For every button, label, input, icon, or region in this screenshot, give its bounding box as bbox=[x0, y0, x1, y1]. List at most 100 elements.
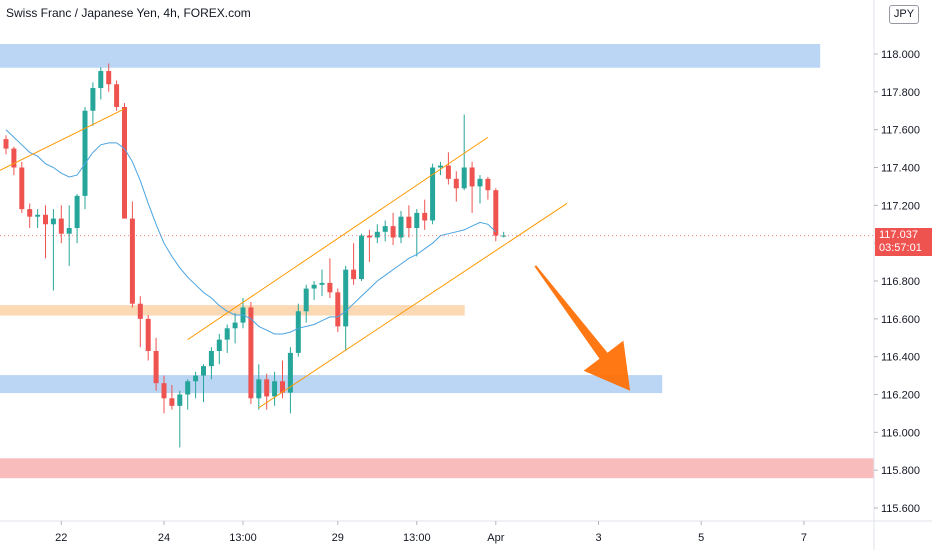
candle bbox=[398, 211, 404, 244]
candle bbox=[264, 373, 270, 410]
time-tick-label: 13:00 bbox=[403, 532, 431, 544]
time-tick-label: 13:00 bbox=[229, 532, 257, 544]
candle bbox=[114, 80, 120, 111]
time-axis[interactable]: 22 24 13:00 29 13:00 Apr 3 5 7 bbox=[55, 521, 807, 544]
candle-body bbox=[58, 218, 64, 234]
candle bbox=[169, 385, 175, 410]
trendline bbox=[0, 108, 125, 171]
candle-body bbox=[224, 328, 230, 340]
candle-body bbox=[216, 339, 222, 351]
candle-body bbox=[50, 218, 56, 225]
candle-body bbox=[295, 311, 301, 353]
price-tick-label: 116.200 bbox=[881, 390, 920, 402]
candle-body bbox=[406, 216, 412, 229]
candle bbox=[311, 281, 317, 300]
candle-body bbox=[398, 216, 404, 238]
candle-body bbox=[359, 235, 364, 280]
candle bbox=[50, 209, 56, 291]
candle-body bbox=[129, 218, 135, 304]
candle-body bbox=[66, 228, 72, 234]
candle bbox=[256, 364, 262, 410]
candle bbox=[43, 205, 48, 259]
currency-button[interactable]: JPY bbox=[889, 5, 919, 24]
candle bbox=[501, 231, 507, 238]
price-tick-label: 117.600 bbox=[881, 125, 920, 137]
last-price-value: 117.037 bbox=[879, 229, 918, 241]
candle-body bbox=[485, 178, 491, 191]
zone-blue bbox=[0, 375, 663, 394]
candle-body bbox=[303, 288, 309, 312]
candle-body bbox=[343, 269, 349, 327]
candle bbox=[90, 82, 96, 126]
candle-body bbox=[201, 366, 206, 376]
last-price-label: 117.037 03:57:01 bbox=[875, 228, 932, 256]
price-tick-label: 116.000 bbox=[881, 427, 920, 439]
price-tick-label: 117.400 bbox=[881, 163, 920, 175]
candle-body bbox=[106, 71, 112, 85]
candle bbox=[303, 284, 309, 323]
candle bbox=[224, 324, 230, 353]
candle-body bbox=[422, 212, 428, 221]
candle bbox=[287, 347, 293, 414]
candle bbox=[422, 199, 428, 230]
candle bbox=[208, 347, 214, 380]
candle bbox=[145, 315, 151, 361]
candle-body bbox=[169, 398, 175, 406]
bar-countdown: 03:57:01 bbox=[879, 242, 922, 254]
time-tick-label: 22 bbox=[55, 532, 67, 544]
price-tick-label: 118.000 bbox=[881, 49, 920, 61]
candle-body bbox=[19, 167, 25, 210]
candle bbox=[201, 364, 206, 403]
time-tick-label: Apr bbox=[487, 532, 504, 544]
time-tick-label: 5 bbox=[698, 532, 704, 544]
candle bbox=[232, 313, 238, 344]
candle bbox=[335, 288, 341, 333]
candle bbox=[359, 233, 364, 281]
candle bbox=[477, 175, 483, 204]
candle-body bbox=[327, 282, 333, 293]
candle-body bbox=[145, 318, 151, 351]
lines-layer bbox=[0, 108, 874, 409]
zone-blue bbox=[0, 44, 821, 68]
candle bbox=[19, 161, 25, 213]
candle-body bbox=[177, 394, 183, 406]
trendline bbox=[187, 136, 489, 341]
moving-average-line bbox=[5, 129, 497, 335]
candle-body bbox=[90, 88, 96, 111]
candle bbox=[382, 220, 388, 242]
candle bbox=[469, 161, 475, 213]
candle-body bbox=[35, 214, 41, 217]
candle-body bbox=[264, 379, 270, 397]
candle-body bbox=[287, 352, 293, 393]
candle-body bbox=[501, 235, 507, 237]
price-axis[interactable]: 115.600 115.800 116.000 116.200 116.400 116.6… bbox=[874, 49, 920, 515]
price-tick-label: 117.800 bbox=[881, 87, 920, 99]
time-tick-label: 3 bbox=[595, 532, 601, 544]
candle bbox=[319, 269, 325, 297]
candle-body bbox=[256, 379, 262, 399]
candle-body bbox=[477, 178, 483, 187]
candle-body bbox=[232, 322, 238, 329]
candle bbox=[98, 67, 104, 100]
candle bbox=[351, 243, 357, 285]
candle-body bbox=[272, 381, 278, 397]
candle bbox=[35, 209, 41, 229]
candle bbox=[27, 203, 33, 229]
candle-body bbox=[430, 167, 436, 221]
candle-body bbox=[161, 383, 167, 399]
chart-title: Swiss Franc / Japanese Yen, 4h, FOREX.co… bbox=[6, 6, 251, 20]
price-tick-label: 117.200 bbox=[881, 200, 920, 212]
candle-body bbox=[193, 375, 199, 382]
candle bbox=[374, 224, 380, 244]
zone-red bbox=[0, 458, 875, 479]
candle-body bbox=[311, 284, 317, 289]
candle-body bbox=[27, 209, 33, 217]
candle bbox=[390, 212, 396, 246]
candle-body bbox=[280, 381, 285, 393]
candle bbox=[153, 337, 159, 391]
candle-body bbox=[82, 110, 88, 196]
price-tick-label: 116.400 bbox=[881, 352, 920, 364]
candle bbox=[461, 114, 467, 191]
candle bbox=[161, 375, 167, 414]
